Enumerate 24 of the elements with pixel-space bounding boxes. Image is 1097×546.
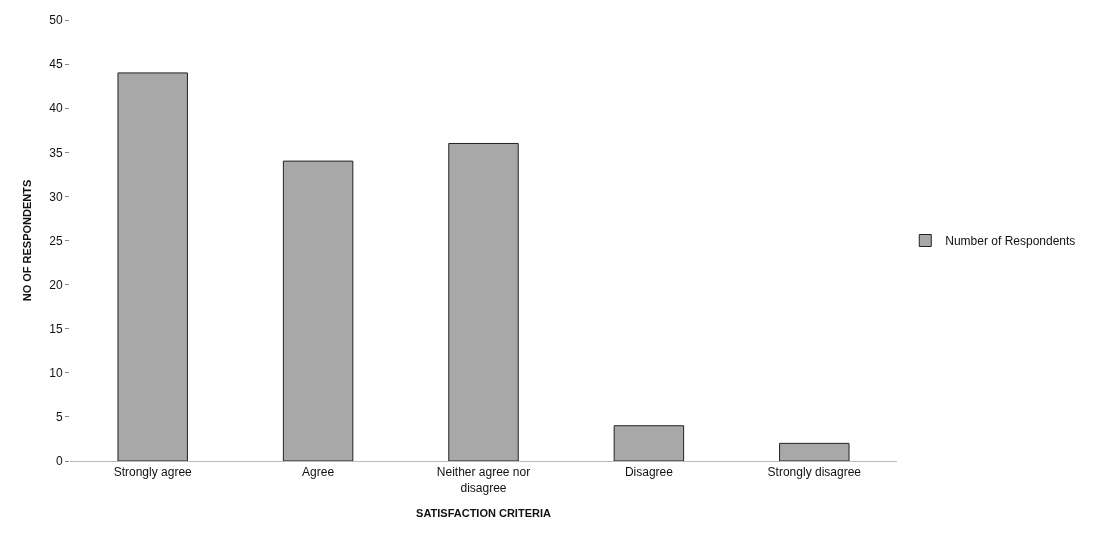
x-tick-label: Strongly agree	[113, 465, 193, 480]
bar	[779, 442, 850, 461]
y-tick-label: 10	[49, 366, 63, 380]
bar	[282, 160, 354, 461]
y-tick-label: 35	[49, 145, 63, 160]
y-tick-label: 20	[49, 277, 63, 292]
legend-label: Number of Respondents	[945, 234, 1076, 249]
x-tick-label: Strongly disagree	[767, 465, 862, 480]
bar	[117, 72, 188, 461]
y-axis-title: NO OF RESPONDENTS	[20, 179, 33, 302]
x-axis-title: SATISFACTION CRITERIA	[416, 507, 551, 520]
x-tick-label: Disagree	[624, 465, 674, 480]
x-tick-label: Agree	[302, 465, 335, 480]
y-tick-label: 30	[49, 189, 63, 204]
y-tick-label: 0	[55, 454, 63, 469]
bar	[613, 425, 685, 461]
x-tick-label: Neither agree nor disagree	[436, 465, 531, 495]
y-tick-label: 5	[55, 410, 63, 425]
y-tick-label: 40	[49, 101, 63, 116]
y-tick-label: 15	[49, 321, 63, 336]
y-tick-label: 45	[49, 57, 63, 72]
y-tick-label: 25	[49, 233, 63, 248]
y-tick-label: 50	[49, 13, 63, 28]
bar	[448, 142, 519, 461]
